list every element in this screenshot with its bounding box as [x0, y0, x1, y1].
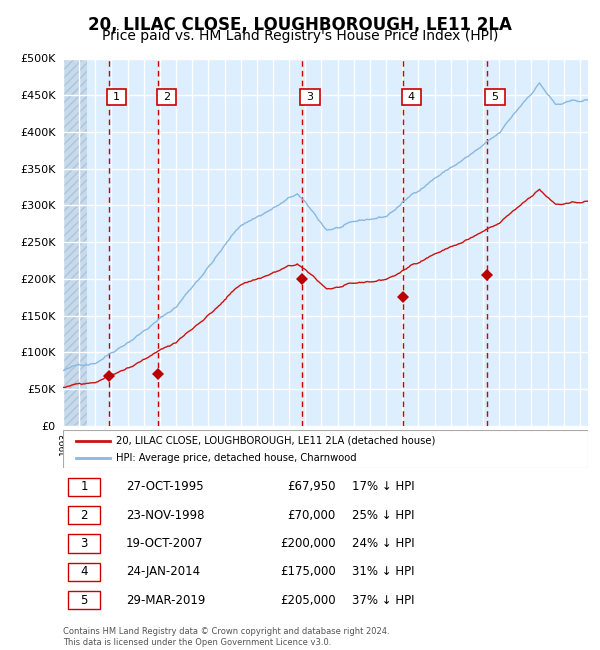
Text: 23-NOV-1998: 23-NOV-1998 [126, 508, 205, 521]
FancyBboxPatch shape [63, 430, 588, 468]
Text: 5: 5 [491, 92, 499, 102]
FancyBboxPatch shape [68, 562, 100, 581]
Text: £200,000: £200,000 [280, 537, 336, 550]
Text: Contains HM Land Registry data © Crown copyright and database right 2024.
This d: Contains HM Land Registry data © Crown c… [63, 627, 389, 647]
Text: 27-OCT-1995: 27-OCT-1995 [126, 480, 203, 493]
FancyBboxPatch shape [107, 89, 127, 105]
Text: £175,000: £175,000 [280, 566, 336, 578]
Text: 25% ↓ HPI: 25% ↓ HPI [352, 508, 414, 521]
Text: 20, LILAC CLOSE, LOUGHBOROUGH, LE11 2LA: 20, LILAC CLOSE, LOUGHBOROUGH, LE11 2LA [88, 16, 512, 34]
FancyBboxPatch shape [157, 89, 176, 105]
Text: £70,000: £70,000 [288, 508, 336, 521]
FancyBboxPatch shape [68, 534, 100, 552]
Text: HPI: Average price, detached house, Charnwood: HPI: Average price, detached house, Char… [115, 453, 356, 463]
Text: 20, LILAC CLOSE, LOUGHBOROUGH, LE11 2LA (detached house): 20, LILAC CLOSE, LOUGHBOROUGH, LE11 2LA … [115, 436, 435, 446]
Text: 31% ↓ HPI: 31% ↓ HPI [352, 566, 414, 578]
FancyBboxPatch shape [402, 89, 421, 105]
Text: 19-OCT-2007: 19-OCT-2007 [126, 537, 203, 550]
Text: Price paid vs. HM Land Registry's House Price Index (HPI): Price paid vs. HM Land Registry's House … [102, 29, 498, 44]
Text: 3: 3 [80, 537, 88, 550]
Text: 29-MAR-2019: 29-MAR-2019 [126, 593, 205, 606]
Text: 3: 3 [307, 92, 314, 102]
Text: 24-JAN-2014: 24-JAN-2014 [126, 566, 200, 578]
Text: 17% ↓ HPI: 17% ↓ HPI [352, 480, 415, 493]
Text: 1: 1 [113, 92, 120, 102]
FancyBboxPatch shape [68, 591, 100, 609]
Text: 4: 4 [408, 92, 415, 102]
Text: £205,000: £205,000 [280, 593, 336, 606]
Text: 2: 2 [163, 92, 170, 102]
FancyBboxPatch shape [68, 478, 100, 496]
Text: 4: 4 [80, 566, 88, 578]
Text: 2: 2 [80, 508, 88, 521]
FancyBboxPatch shape [301, 89, 320, 105]
Text: £67,950: £67,950 [287, 480, 336, 493]
Text: 5: 5 [80, 593, 88, 606]
Text: 24% ↓ HPI: 24% ↓ HPI [352, 537, 415, 550]
FancyBboxPatch shape [68, 506, 100, 525]
Bar [58, 58, 87, 426]
FancyBboxPatch shape [485, 89, 505, 105]
Text: 37% ↓ HPI: 37% ↓ HPI [352, 593, 414, 606]
Text: 1: 1 [80, 480, 88, 493]
